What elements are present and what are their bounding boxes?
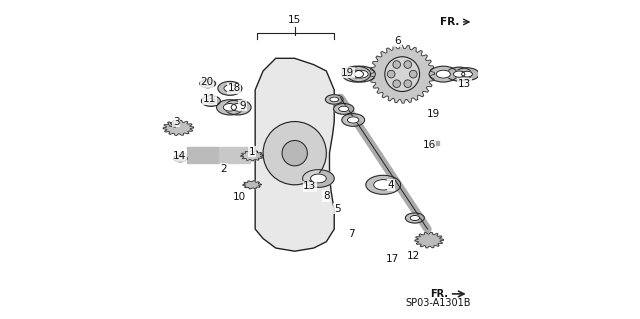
Ellipse shape xyxy=(333,104,354,114)
Ellipse shape xyxy=(342,114,365,126)
Ellipse shape xyxy=(366,175,401,194)
Text: 10: 10 xyxy=(233,192,246,203)
Circle shape xyxy=(393,61,401,68)
Text: 19: 19 xyxy=(427,109,440,119)
Text: 13: 13 xyxy=(458,78,472,89)
Ellipse shape xyxy=(310,174,326,183)
Text: 12: 12 xyxy=(406,251,420,261)
Text: SP03-A1301B: SP03-A1301B xyxy=(405,298,471,308)
Ellipse shape xyxy=(348,117,359,123)
Polygon shape xyxy=(243,181,261,189)
Ellipse shape xyxy=(429,66,458,82)
Circle shape xyxy=(282,141,307,166)
Text: 6: 6 xyxy=(394,36,401,46)
Ellipse shape xyxy=(224,85,236,92)
Polygon shape xyxy=(241,151,264,161)
Ellipse shape xyxy=(410,215,420,220)
Ellipse shape xyxy=(447,67,472,81)
Circle shape xyxy=(404,61,412,68)
Ellipse shape xyxy=(455,68,479,80)
Circle shape xyxy=(404,80,412,87)
Ellipse shape xyxy=(207,99,215,103)
Text: 2: 2 xyxy=(220,164,227,174)
Text: 4: 4 xyxy=(388,180,394,190)
Ellipse shape xyxy=(303,170,334,187)
Polygon shape xyxy=(370,45,435,103)
Polygon shape xyxy=(175,153,253,158)
Polygon shape xyxy=(415,232,444,248)
Polygon shape xyxy=(163,120,193,136)
Ellipse shape xyxy=(325,95,343,104)
Circle shape xyxy=(263,122,326,185)
Text: 14: 14 xyxy=(173,151,186,161)
Ellipse shape xyxy=(339,106,349,112)
Text: 18: 18 xyxy=(227,83,241,93)
Polygon shape xyxy=(187,147,219,163)
Text: 8: 8 xyxy=(323,191,330,201)
Text: 20: 20 xyxy=(200,77,214,87)
Ellipse shape xyxy=(405,213,424,223)
Ellipse shape xyxy=(461,71,472,77)
Text: 3: 3 xyxy=(173,116,179,127)
Text: 5: 5 xyxy=(334,204,340,213)
Ellipse shape xyxy=(204,82,212,85)
Ellipse shape xyxy=(177,157,184,160)
Ellipse shape xyxy=(349,70,364,78)
Text: 19: 19 xyxy=(341,68,355,78)
Ellipse shape xyxy=(342,66,371,82)
Ellipse shape xyxy=(330,97,339,102)
Text: 9: 9 xyxy=(239,101,246,111)
Ellipse shape xyxy=(200,79,216,88)
Text: 13: 13 xyxy=(303,182,317,191)
Text: FR.: FR. xyxy=(440,17,459,27)
Circle shape xyxy=(387,70,395,78)
Text: FR.: FR. xyxy=(430,289,448,299)
Text: 17: 17 xyxy=(386,254,399,264)
Ellipse shape xyxy=(231,104,244,111)
Ellipse shape xyxy=(354,70,368,78)
Circle shape xyxy=(410,70,417,78)
Ellipse shape xyxy=(225,100,251,115)
Ellipse shape xyxy=(374,180,393,190)
Polygon shape xyxy=(432,141,438,145)
Ellipse shape xyxy=(454,71,465,77)
Ellipse shape xyxy=(173,155,187,162)
Text: 16: 16 xyxy=(422,140,436,150)
Ellipse shape xyxy=(436,70,451,78)
Text: 15: 15 xyxy=(287,15,301,26)
Circle shape xyxy=(385,57,420,92)
Polygon shape xyxy=(255,58,334,251)
Ellipse shape xyxy=(218,81,242,95)
Ellipse shape xyxy=(202,96,220,106)
Circle shape xyxy=(393,80,401,87)
Ellipse shape xyxy=(347,66,375,82)
Text: 11: 11 xyxy=(203,94,216,104)
Ellipse shape xyxy=(216,100,243,115)
Polygon shape xyxy=(219,147,250,163)
Ellipse shape xyxy=(223,104,237,111)
Text: 7: 7 xyxy=(348,229,355,239)
Text: 1: 1 xyxy=(249,147,255,157)
